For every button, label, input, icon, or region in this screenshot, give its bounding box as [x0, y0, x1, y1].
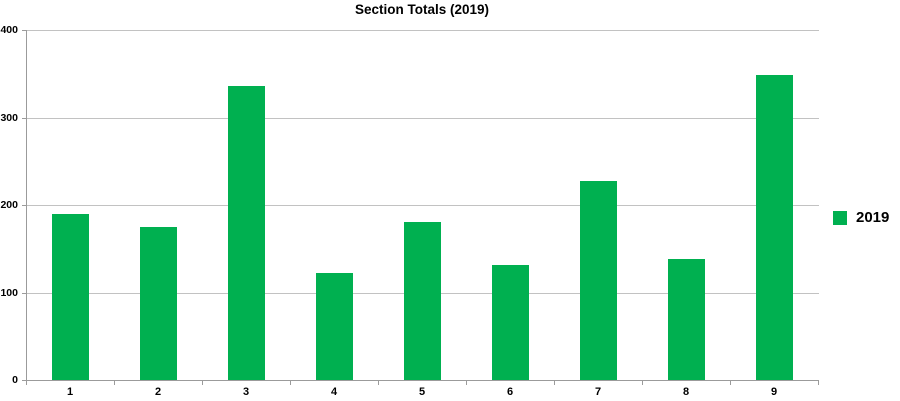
x-axis-tick: [290, 381, 291, 385]
gridline-200: [27, 205, 819, 206]
gridline-400: [27, 30, 819, 31]
x-axis-tick: [554, 381, 555, 385]
x-axis-tick: [730, 381, 731, 385]
x-axis-label: 5: [418, 386, 426, 398]
bar-2: [139, 226, 177, 380]
x-axis-tick: [114, 381, 115, 385]
bar-6: [491, 264, 529, 380]
y-axis-tick: [22, 292, 26, 294]
bar-4: [315, 273, 353, 380]
x-axis-label: 3: [242, 386, 250, 398]
x-axis-tick: [378, 381, 379, 385]
legend-label: 2019: [856, 209, 890, 226]
x-axis-label: 1: [66, 386, 74, 398]
y-axis-label: 300: [0, 111, 18, 124]
x-axis-label: 4: [330, 386, 338, 398]
bar-7: [579, 181, 617, 380]
gridline-300: [27, 117, 819, 119]
x-axis-tick: [202, 381, 203, 385]
y-axis-label: 400: [0, 24, 18, 36]
x-axis-tick: [642, 381, 643, 385]
x-axis-label: 9: [770, 386, 778, 398]
y-axis-label: 100: [0, 286, 18, 299]
bar-1: [51, 213, 89, 380]
x-axis-tick: [466, 381, 467, 385]
y-axis-label: 200: [0, 199, 18, 211]
chart-title: Section Totals (2019): [354, 2, 490, 17]
y-axis-tick: [22, 117, 26, 119]
plot-area: [26, 30, 819, 381]
bar-5: [403, 221, 441, 380]
y-axis-tick: [22, 205, 26, 206]
bar-3: [227, 86, 265, 380]
legend: 2019: [833, 209, 889, 227]
bar-8: [667, 259, 705, 380]
y-axis-tick: [22, 30, 26, 31]
x-axis-label: 8: [682, 386, 690, 398]
bar-9: [755, 74, 793, 380]
x-axis-tick: [818, 381, 819, 385]
y-axis-label: 0: [12, 374, 18, 386]
x-axis-tick: [26, 381, 27, 385]
legend-swatch-2019: [833, 211, 847, 225]
y-axis-tick: [22, 380, 26, 381]
x-axis-label: 2: [154, 386, 162, 398]
x-axis-label: 7: [594, 386, 602, 398]
x-axis-label: 6: [506, 386, 514, 398]
